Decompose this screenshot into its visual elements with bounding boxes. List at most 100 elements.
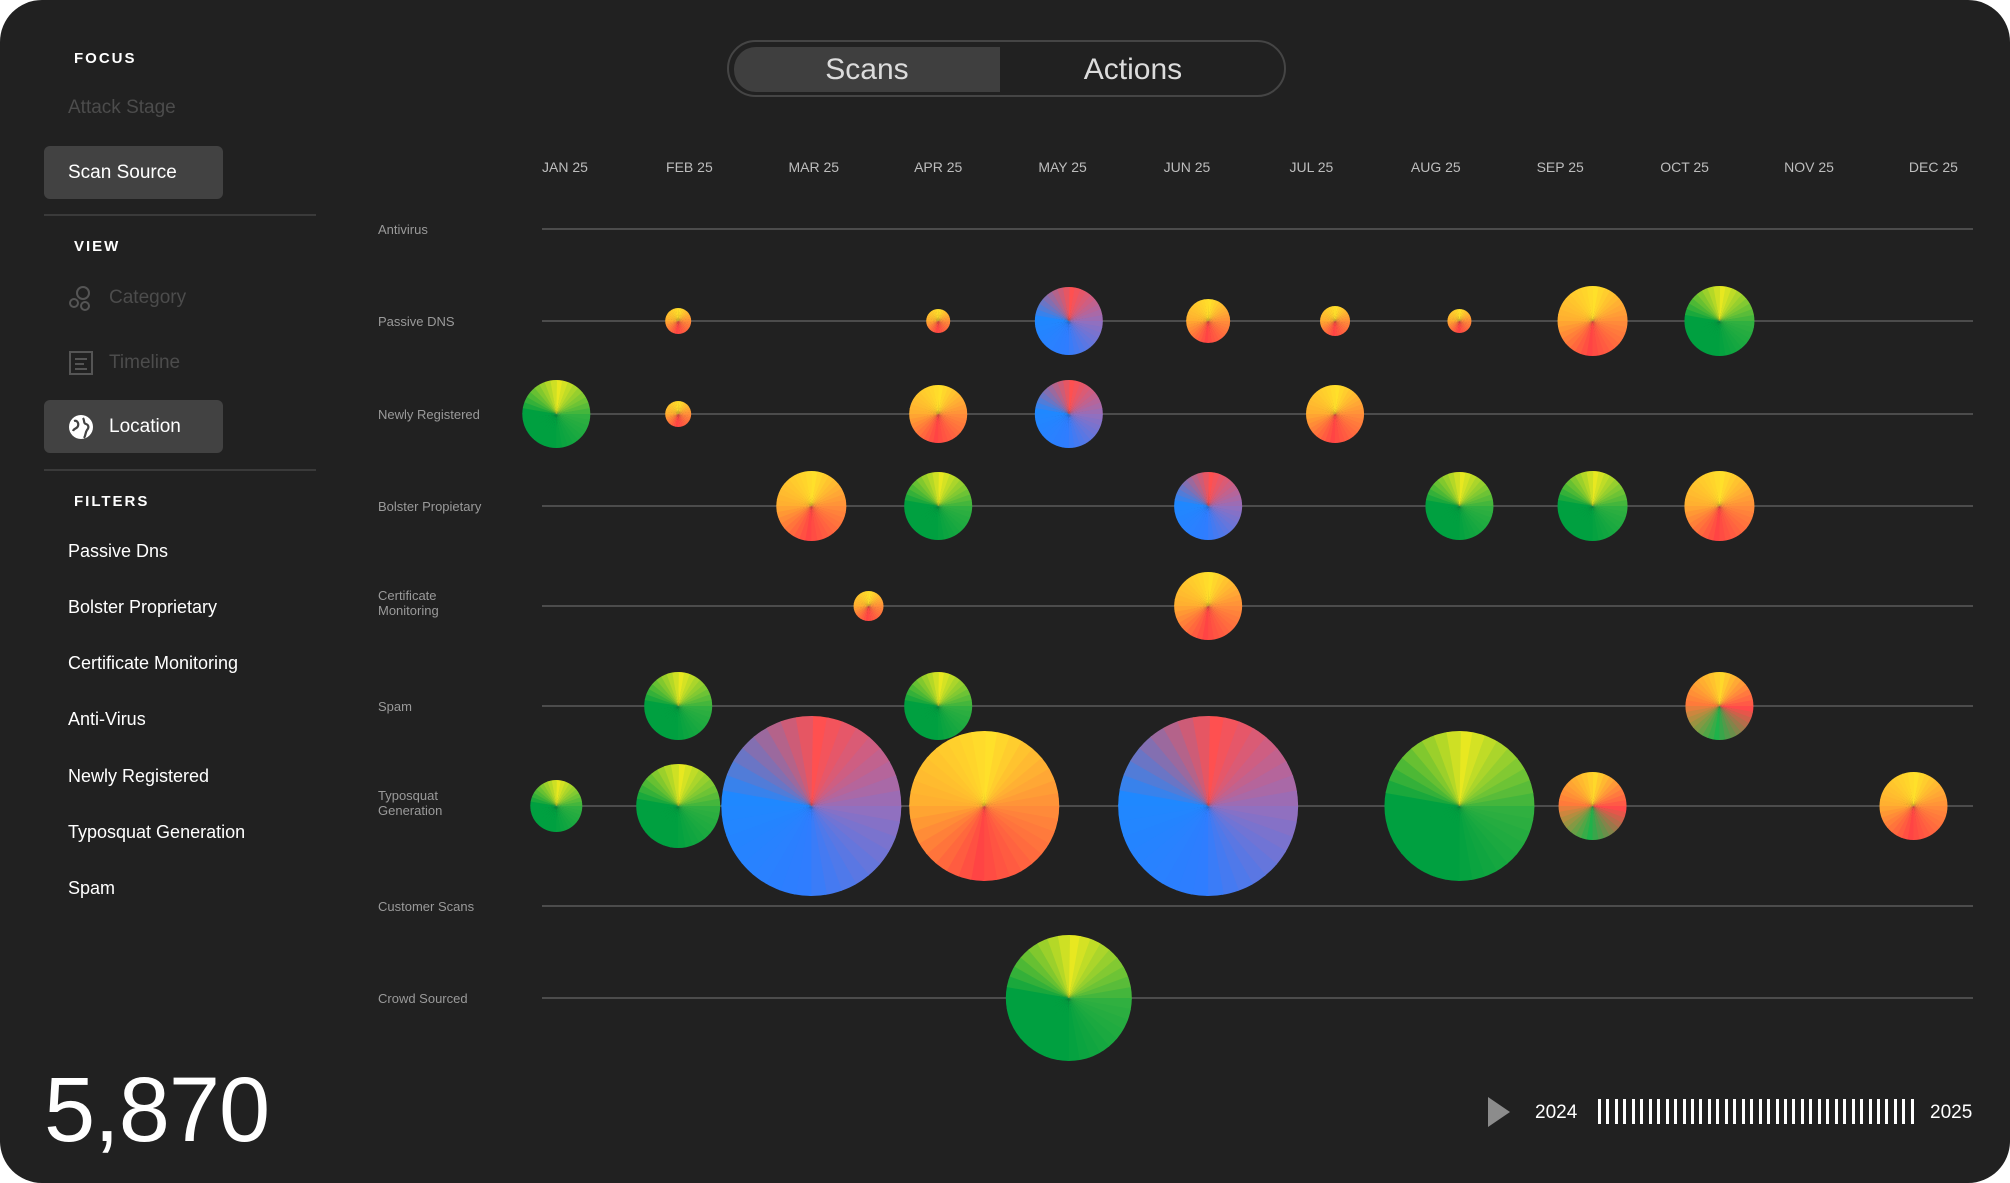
timeline-tick [1826,1099,1830,1124]
timeline-tick [1893,1099,1897,1124]
timeline-tick [1606,1099,1610,1124]
timeline-tick [1758,1099,1762,1124]
timeline-tick [1598,1099,1601,1124]
timeline-tick [1733,1099,1737,1124]
row-label: Crowd Sourced [378,991,468,1006]
bubble[interactable] [520,378,592,450]
bubble[interactable] [528,778,584,834]
month-tick-label: JUN 25 [1164,159,1211,175]
bubble[interactable] [1172,470,1244,542]
globe-icon [68,414,94,440]
bubble[interactable] [1184,297,1232,345]
timeline-tick [1783,1099,1787,1124]
timeline-scrubber[interactable] [1598,1099,1914,1124]
month-tick-label: DEC 25 [1909,159,1958,175]
timeline-tick [1876,1099,1880,1124]
bubble[interactable] [1556,469,1630,543]
row-label: Typosquat Generation [378,788,442,818]
filter-newly-registered[interactable]: Newly Registered [68,766,210,786]
bubble[interactable] [1318,304,1352,338]
timeline-tick [1750,1099,1754,1124]
sidebar-divider [44,214,316,216]
bubble[interactable] [1682,469,1756,543]
bubble[interactable] [1423,470,1495,542]
bubble[interactable] [1682,284,1756,358]
timeline-tick [1851,1099,1855,1124]
row-label: Antivirus [378,222,428,237]
focus-item-scan-source[interactable]: Scan Source [44,146,223,199]
bubble[interactable] [1004,933,1134,1063]
filter-passive-dns[interactable]: Passive Dns [68,541,169,561]
timeline-tick [1724,1099,1728,1124]
timeline-tick [1623,1099,1627,1124]
timeline-tick [1665,1099,1669,1124]
month-tick-label: NOV 25 [1784,159,1834,175]
bubble[interactable] [1382,729,1536,883]
month-tick-label: MAY 25 [1038,159,1087,175]
bubble[interactable] [902,470,974,542]
bubble[interactable] [1877,770,1949,842]
tab-actions[interactable]: Actions [1083,52,1183,86]
month-tick-label: AUG 25 [1411,159,1461,175]
filter-certificate-monitoring[interactable]: Certificate Monitoring [68,653,239,673]
timeline-tick [1640,1099,1644,1124]
timeline-tick [1800,1099,1804,1124]
timeline-tick [1690,1099,1694,1124]
bubble[interactable] [924,307,952,335]
bubble[interactable] [719,714,903,898]
bubble[interactable] [1116,714,1300,898]
bubble[interactable] [774,469,848,543]
bubble[interactable] [1445,307,1473,335]
filter-bolster-proprietary[interactable]: Bolster Proprietary [68,597,218,617]
bubble[interactable] [907,383,969,445]
bubble[interactable] [902,670,974,742]
bubble[interactable] [663,399,693,429]
bubble[interactable] [1683,670,1755,742]
timeline-tick [1657,1099,1661,1124]
bubbles-icon [68,285,94,311]
scans-actions-toggle: Scans Actions [727,40,1286,97]
filter-spam[interactable]: Spam [68,878,116,898]
bubble[interactable] [663,306,693,336]
bubble[interactable] [642,670,714,742]
bubble[interactable] [1304,383,1366,445]
view-item-timeline[interactable]: Timeline [44,336,223,389]
timeline-tick [1741,1099,1745,1124]
bubble[interactable] [1556,284,1630,358]
month-tick-label: SEP 25 [1537,159,1584,175]
timeline-tick [1682,1099,1686,1124]
bubble[interactable] [907,729,1061,883]
timeline-tick [1674,1099,1678,1124]
play-icon[interactable] [1488,1097,1510,1127]
sidebar-divider [44,469,316,471]
filter-typosquat-generation[interactable]: Typosquat Generation [68,822,246,842]
bubble[interactable] [852,589,886,623]
timeline-tick [1843,1099,1847,1124]
timeline-tick [1910,1099,1914,1124]
bubble[interactable] [634,762,722,850]
filter-anti-virus[interactable]: Anti-Virus [68,709,146,729]
filters-section-title: FILTERS [74,493,150,510]
month-tick-label: FEB 25 [666,159,713,175]
row-label: Passive DNS [378,314,455,329]
row-label: Newly Registered [378,407,480,422]
bubble[interactable] [1172,570,1244,642]
view-item-location[interactable]: Location [44,400,223,453]
bubble[interactable] [1033,285,1105,357]
timeline-end-year: 2025 [1930,1102,1973,1123]
focus-item-label: Scan Source [68,161,177,183]
month-tick-label: OCT 25 [1660,159,1709,175]
timeline-tick [1885,1099,1889,1124]
bubble[interactable] [1557,770,1629,842]
month-tick-label: MAR 25 [789,159,840,175]
timeline-tick [1716,1099,1720,1124]
row-label: Customer Scans [378,899,475,914]
tab-scans[interactable]: Scans [734,47,1000,92]
view-item-category[interactable]: Category [44,271,223,324]
bubble[interactable] [1033,378,1105,450]
view-item-label: Category [109,286,187,308]
focus-section-title: FOCUS [74,50,137,67]
timeline-start-year: 2024 [1535,1102,1578,1123]
focus-item-attack-stage[interactable]: Attack Stage [44,81,223,134]
